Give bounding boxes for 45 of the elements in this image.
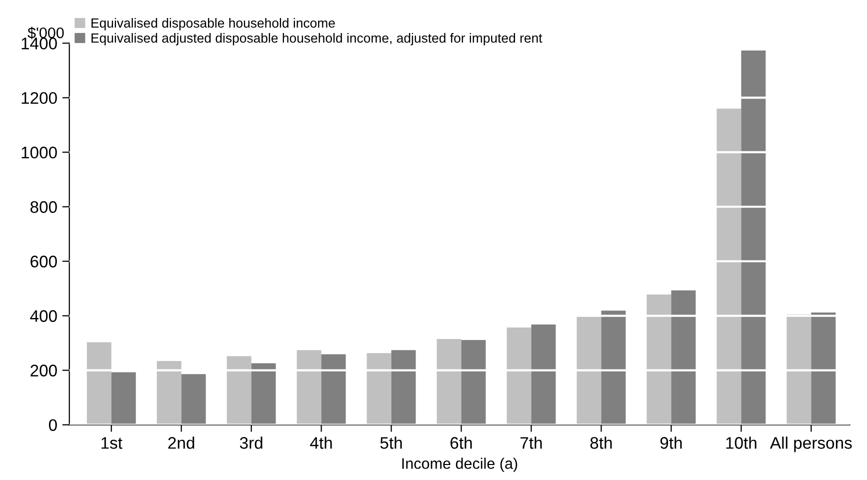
y-tick-label: 1200 xyxy=(22,92,57,104)
legend-label: Equivalised adjusted disposable household income, adjusted for imputed rent xyxy=(92,33,542,46)
y-tick-label: 200 xyxy=(30,364,57,376)
bar xyxy=(716,108,742,425)
bar xyxy=(111,372,136,425)
bar xyxy=(461,340,486,425)
bar xyxy=(671,290,696,425)
bar xyxy=(786,314,812,425)
bar xyxy=(646,294,672,425)
bar xyxy=(86,342,112,425)
x-tick-label: 4th xyxy=(310,436,332,449)
x-tick-label: 2nd xyxy=(168,436,194,449)
x-tick-label: 9th xyxy=(660,436,682,449)
x-tick-label: 7th xyxy=(520,436,542,449)
y-axis-title: $'000 xyxy=(28,26,64,40)
x-tick-label: 6th xyxy=(450,436,472,449)
bar xyxy=(436,338,462,425)
y-tick-label: 800 xyxy=(30,201,57,213)
x-tick-label: 5th xyxy=(380,436,402,449)
bar xyxy=(741,50,766,425)
bar xyxy=(366,353,392,425)
y-tick-label: 1000 xyxy=(22,146,57,158)
bar xyxy=(576,314,602,425)
x-tick-label: 3rd xyxy=(240,436,262,449)
bar xyxy=(296,350,322,425)
y-tick-label: 600 xyxy=(30,256,57,268)
bar xyxy=(226,356,252,425)
y-tick-label: 0 xyxy=(48,419,57,432)
x-tick-label: 8th xyxy=(590,436,612,449)
bar xyxy=(251,363,276,425)
bar xyxy=(156,361,182,425)
legend-label: Equivalised disposable household income xyxy=(92,18,335,30)
bar xyxy=(506,327,532,425)
bar xyxy=(321,354,346,425)
bar xyxy=(811,312,836,425)
bar xyxy=(601,310,626,425)
x-tick-label: 10th xyxy=(726,436,756,449)
bar xyxy=(531,324,556,425)
bar xyxy=(391,350,416,425)
x-tick-label: 1st xyxy=(102,437,122,449)
y-tick-label: 400 xyxy=(30,310,57,322)
x-tick-label: All persons xyxy=(770,436,852,452)
x-axis-title: Income decile (a) xyxy=(402,458,518,472)
y-tick-label: 1400 xyxy=(22,38,57,50)
bar xyxy=(181,374,206,425)
